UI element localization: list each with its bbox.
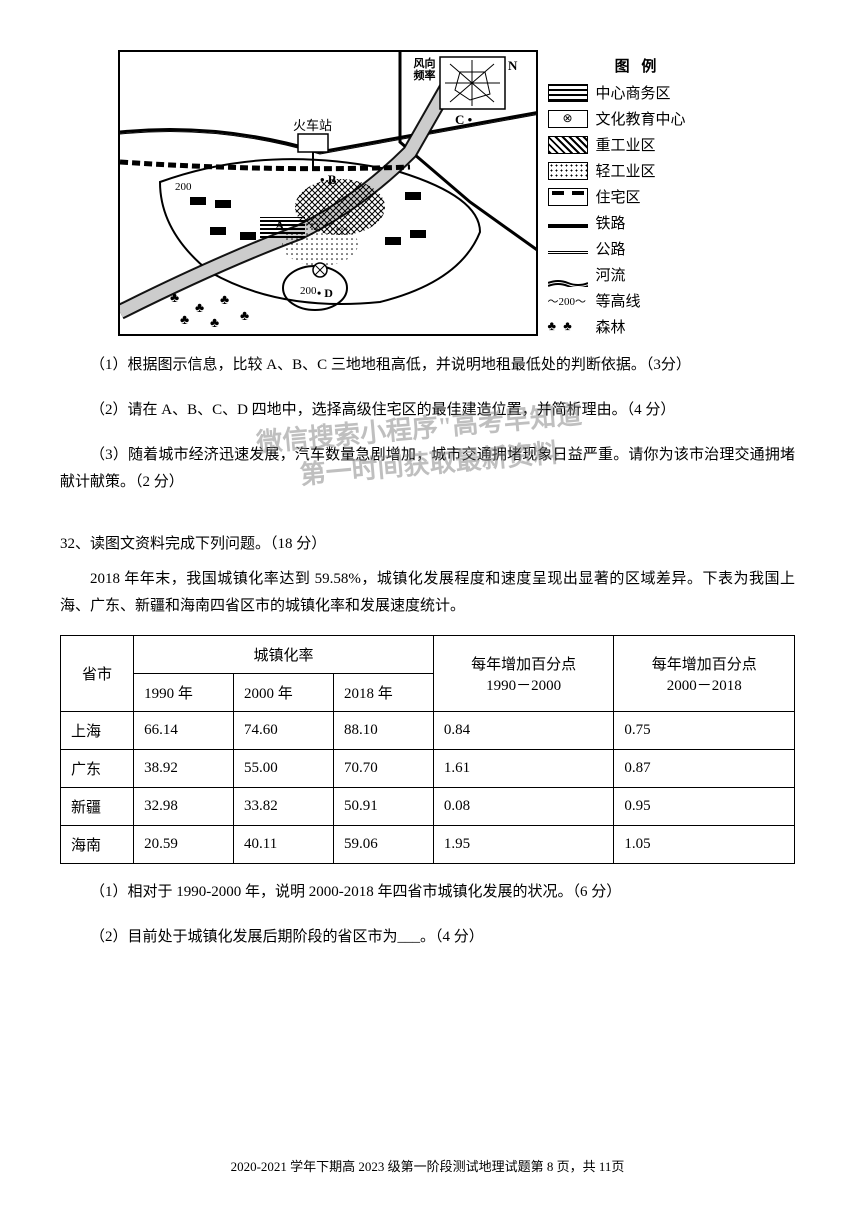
svg-text:200: 200 (300, 285, 317, 297)
table-row: 海南 20.59 40.11 59.06 1.95 1.05 (61, 826, 795, 864)
svg-text:火车站: 火车站 (293, 118, 332, 133)
q32-heading: 32、读图文资料完成下列问题。（18 分） (60, 531, 795, 558)
svg-text:200: 200 (175, 181, 192, 193)
table-row: 广东 38.92 55.00 70.70 1.61 0.87 (61, 750, 795, 788)
q31-sub1: （1）根据图示信息，比较 A、B、C 三地地租高低，并说明地租最低处的判断依据。… (60, 352, 795, 379)
svg-text:♣: ♣ (195, 301, 204, 316)
svg-text:A: A (275, 218, 285, 233)
svg-text:♣: ♣ (180, 313, 189, 328)
col-inc2: 每年增加百分点 2000－2018 (614, 636, 795, 712)
col-y3: 2018 年 (333, 674, 433, 712)
svg-text:♣: ♣ (240, 309, 249, 324)
q31-sub3: （3）随着城市经济迅速发展，汽车数量急剧增加，城市交通拥堵现象日益严重。请你为该… (60, 442, 795, 496)
q32-sub1: （1）相对于 1990-2000 年，说明 2000-2018 年四省市城镇化发… (60, 879, 795, 906)
svg-text:♣: ♣ (210, 316, 219, 331)
page-footer: 2020-2021 学年下期高 2023 级第一阶段测试地理试题第 8 页，共 … (0, 1156, 855, 1175)
col-inc1: 每年增加百分点 1990－2000 (433, 636, 614, 712)
svg-text:♣: ♣ (220, 293, 229, 308)
q32-sub2: （2）目前处于城镇化发展后期阶段的省区市为___。（4 分） (60, 924, 795, 951)
table-row: 新疆 32.98 33.82 50.91 0.08 0.95 (61, 788, 795, 826)
svg-text:• D: • D (317, 286, 333, 300)
figure-area: ♣♣♣ ♣♣♣ A • B C • • D 200 200 火车站 N 风向频率 (118, 50, 738, 342)
q32-intro: 2018 年年末，我国城镇化率达到 59.58%，城镇化发展程度和速度呈现出显著… (60, 566, 795, 620)
wind-freq-label: 风向频率 (414, 58, 436, 82)
map-legend: 图 例 中心商务区 ⊗文化教育中心 重工业区 轻工业区 住宅区 铁路 公路 河流… (548, 50, 728, 342)
svg-text:• B: • B (320, 172, 337, 187)
col-rate: 城镇化率 (134, 636, 434, 674)
q31-sub2: （2）请在 A、B、C、D 四地中，选择高级住宅区的最佳建造位置，并简析理由。（… (60, 397, 795, 424)
urbanization-table: 省市 城镇化率 每年增加百分点 1990－2000 每年增加百分点 2000－2… (60, 635, 795, 864)
col-province: 省市 (61, 636, 134, 712)
svg-text:N: N (508, 58, 518, 73)
legend-title: 图 例 (548, 55, 728, 76)
svg-text:♣: ♣ (170, 291, 179, 306)
col-y1: 1990 年 (134, 674, 234, 712)
map-diagram: ♣♣♣ ♣♣♣ A • B C • • D 200 200 火车站 N 风向频率 (118, 50, 538, 336)
col-y2: 2000 年 (234, 674, 334, 712)
svg-text:C •: C • (455, 112, 473, 127)
table-row: 上海 66.14 74.60 88.10 0.84 0.75 (61, 712, 795, 750)
